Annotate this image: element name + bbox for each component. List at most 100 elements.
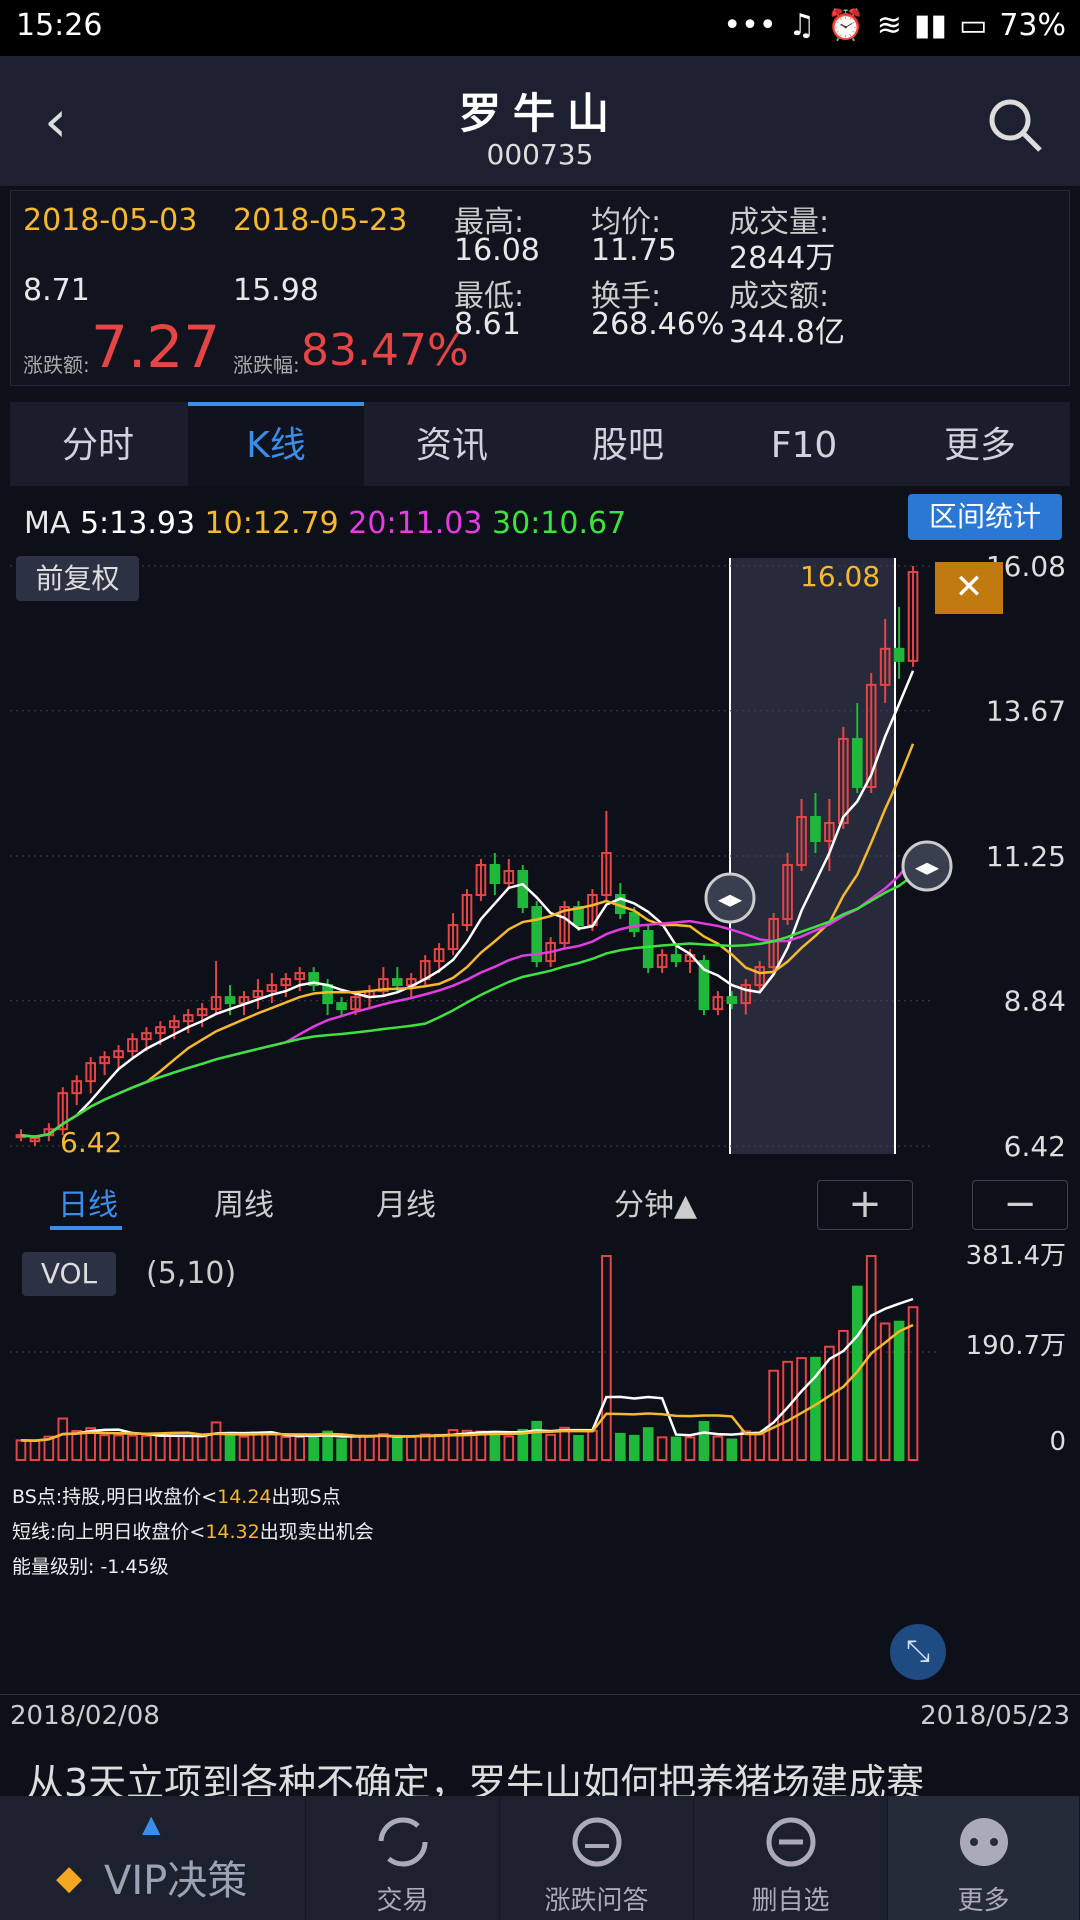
selected-range bbox=[730, 558, 895, 1154]
nav-remove-label: 删自选 bbox=[751, 1886, 830, 1916]
ma30-value: 30:10.67 bbox=[492, 506, 627, 541]
volume-bar bbox=[573, 1434, 584, 1461]
candle-body bbox=[336, 1002, 347, 1011]
range-handle-left[interactable]: ◂▸ bbox=[704, 872, 756, 924]
date-range-bar: 2018/02/08 2018/05/23 bbox=[0, 1694, 1080, 1734]
alarm-icon: ⏰ bbox=[827, 8, 865, 43]
tab-timeshare[interactable]: 分时 bbox=[61, 425, 134, 466]
headphone-icon: ♫ bbox=[788, 8, 816, 43]
volume-bar bbox=[796, 1357, 807, 1461]
volume-bar bbox=[810, 1356, 821, 1461]
nav-trade[interactable]: 交易 bbox=[306, 1796, 500, 1920]
volume-bar bbox=[99, 1434, 110, 1461]
change-amount: 7.27 bbox=[91, 313, 221, 381]
candle-body bbox=[559, 906, 570, 945]
candle-body bbox=[168, 1020, 180, 1029]
candle-body bbox=[907, 571, 919, 662]
candle-body bbox=[782, 864, 793, 921]
volume-bar bbox=[280, 1435, 292, 1461]
candle-body bbox=[433, 948, 445, 963]
turnover-value: 268.46% bbox=[591, 307, 725, 342]
price-tick: 11.25 bbox=[986, 840, 1066, 873]
volume-bar bbox=[615, 1432, 626, 1461]
tab-kline[interactable]: K线 bbox=[188, 402, 364, 486]
battery-level: 73% bbox=[999, 8, 1066, 43]
app-header: ‹ 罗牛山 000735 bbox=[0, 56, 1080, 186]
volume-bar bbox=[475, 1430, 487, 1462]
period-monthly[interactable]: 月线 bbox=[376, 1188, 436, 1223]
vol-axis-max: 381.4万 bbox=[966, 1241, 1066, 1271]
volume-bar bbox=[29, 1439, 41, 1462]
volume-bar bbox=[57, 1417, 69, 1462]
candle-body bbox=[29, 1137, 41, 1143]
volume-bar bbox=[405, 1435, 417, 1461]
nav-vip[interactable]: ▲ ◆ VIP决策 bbox=[0, 1796, 306, 1920]
period-daily[interactable]: 日线 bbox=[58, 1188, 118, 1223]
volume-bar bbox=[587, 1429, 598, 1462]
volume-bar bbox=[350, 1435, 361, 1461]
volume-bar bbox=[364, 1435, 375, 1461]
zoom-in-button[interactable]: + bbox=[817, 1180, 913, 1230]
candle-body bbox=[642, 930, 654, 969]
nav-qa[interactable]: 涨跌问答 bbox=[500, 1796, 694, 1920]
candle-body bbox=[712, 996, 724, 1011]
status-bar: 15:26 ••• ♫ ⏰ ≋ ▮▮ ▭ 73% bbox=[0, 0, 1080, 56]
volume-bar bbox=[670, 1436, 682, 1461]
tab-f10[interactable]: F10 bbox=[770, 425, 838, 466]
volume-bar bbox=[768, 1369, 779, 1462]
volume-bar bbox=[503, 1435, 515, 1461]
news-ticker[interactable]: 从3天立项到各种不确定，罗牛山如何把养猪场建成赛 bbox=[26, 1761, 925, 1796]
volume-bar bbox=[698, 1420, 710, 1461]
back-icon[interactable]: ‹ bbox=[44, 87, 68, 155]
candle-body bbox=[461, 894, 473, 927]
ma5-value: 5:13.93 bbox=[79, 506, 196, 541]
price-tick: 6.42 bbox=[1004, 1130, 1066, 1163]
status-icons: ••• ♫ ⏰ ≋ ▮▮ ▭ 73% bbox=[723, 8, 1066, 43]
volume-bar bbox=[196, 1435, 208, 1461]
range-stats-button[interactable]: 区间统计 bbox=[908, 494, 1062, 540]
avg-label: 均价: bbox=[591, 205, 662, 240]
candle-body bbox=[252, 990, 264, 999]
candle-body bbox=[865, 683, 877, 788]
tab-news[interactable]: 资讯 bbox=[415, 425, 488, 466]
volume-bar bbox=[266, 1433, 278, 1462]
range-handle-right[interactable]: ◂▸ bbox=[901, 840, 953, 892]
ma-lines bbox=[20, 670, 915, 1138]
tab-more[interactable]: 更多 bbox=[943, 425, 1016, 466]
volume-bar bbox=[85, 1427, 96, 1461]
more-icon bbox=[959, 1818, 1008, 1866]
zoom-out-button[interactable]: − bbox=[972, 1180, 1068, 1230]
candle-body bbox=[726, 996, 738, 1005]
candle-body bbox=[224, 996, 236, 1005]
period-daily-underline bbox=[50, 1226, 122, 1230]
turnover-label: 换手: bbox=[591, 279, 662, 314]
range-start-date: 2018/02/08 bbox=[10, 1701, 160, 1731]
candle-body bbox=[447, 924, 459, 951]
vol-badge[interactable]: VOL bbox=[22, 1252, 116, 1296]
expand-icon[interactable]: ⤡ bbox=[890, 1624, 946, 1680]
nav-more[interactable]: 更多 bbox=[888, 1796, 1080, 1920]
volume-ma-lines bbox=[20, 1297, 914, 1442]
period-minute[interactable]: 分钟▲ bbox=[614, 1188, 698, 1223]
candle-body bbox=[656, 954, 668, 969]
close-range-button[interactable]: ✕ bbox=[935, 562, 1003, 614]
tab-forum[interactable]: 股吧 bbox=[591, 425, 664, 466]
volume-bar bbox=[559, 1426, 570, 1461]
candle-body bbox=[810, 815, 821, 842]
candle-body bbox=[475, 864, 487, 897]
ma-label: MA bbox=[24, 506, 71, 541]
nav-remove-watchlist[interactable]: 删自选 bbox=[694, 1796, 888, 1920]
candle-body bbox=[196, 1008, 208, 1017]
search-icon[interactable] bbox=[986, 96, 1044, 154]
volume-bar bbox=[712, 1435, 724, 1461]
end-date: 2018-05-23 bbox=[233, 203, 408, 238]
candle-body bbox=[322, 984, 333, 1005]
period-weekly[interactable]: 周线 bbox=[214, 1188, 274, 1223]
amount-label: 成交额: bbox=[729, 279, 830, 314]
adjust-mode-badge[interactable]: 前复权 bbox=[16, 556, 139, 601]
candle-body bbox=[378, 978, 389, 993]
high-label: 最高: bbox=[454, 205, 525, 240]
candle-body bbox=[698, 960, 710, 1011]
